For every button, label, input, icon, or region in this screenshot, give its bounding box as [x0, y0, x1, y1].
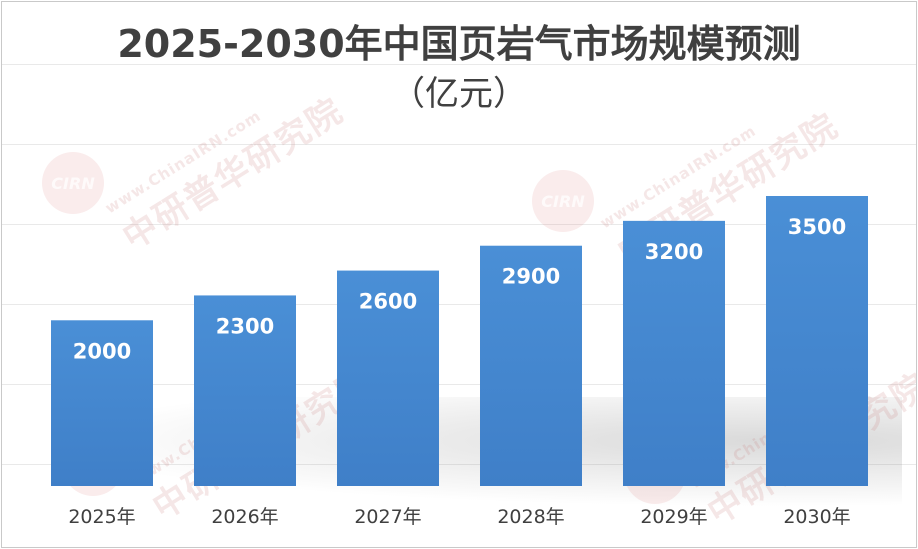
- gridline: [2, 224, 916, 225]
- gridline: [2, 64, 916, 65]
- x-tick-label: 2025年: [68, 506, 135, 528]
- x-tick-label: 2028年: [497, 506, 564, 528]
- data-label: 3200: [645, 240, 703, 264]
- watermark-logo: CIRN: [532, 170, 594, 232]
- data-label: 2000: [73, 339, 131, 363]
- bar-6: [766, 196, 868, 486]
- data-label: 3500: [788, 215, 846, 239]
- chart-title: 2025-2030年中国页岩气市场规模预测: [117, 22, 801, 66]
- data-label: 2300: [216, 314, 274, 338]
- chart-subtitle: （亿元）: [391, 74, 527, 114]
- bar-shadow: [42, 397, 902, 507]
- bar-4: [480, 245, 582, 486]
- gridline: [2, 384, 916, 385]
- bar-1: [51, 320, 153, 486]
- x-tick-label: 2026年: [211, 506, 278, 528]
- data-label: 2900: [502, 265, 560, 289]
- gridline: [2, 144, 916, 145]
- gridline: [2, 464, 916, 465]
- gridline: [2, 304, 916, 305]
- x-tick-label: 2030年: [783, 506, 850, 528]
- x-tick-label: 2029年: [640, 506, 707, 528]
- bar-5: [623, 220, 725, 486]
- bar-2: [194, 295, 296, 486]
- bar-3: [337, 270, 439, 486]
- data-label: 2600: [359, 290, 417, 314]
- x-tick-label: 2027年: [354, 506, 421, 528]
- watermark-logo: CIRN: [42, 152, 104, 214]
